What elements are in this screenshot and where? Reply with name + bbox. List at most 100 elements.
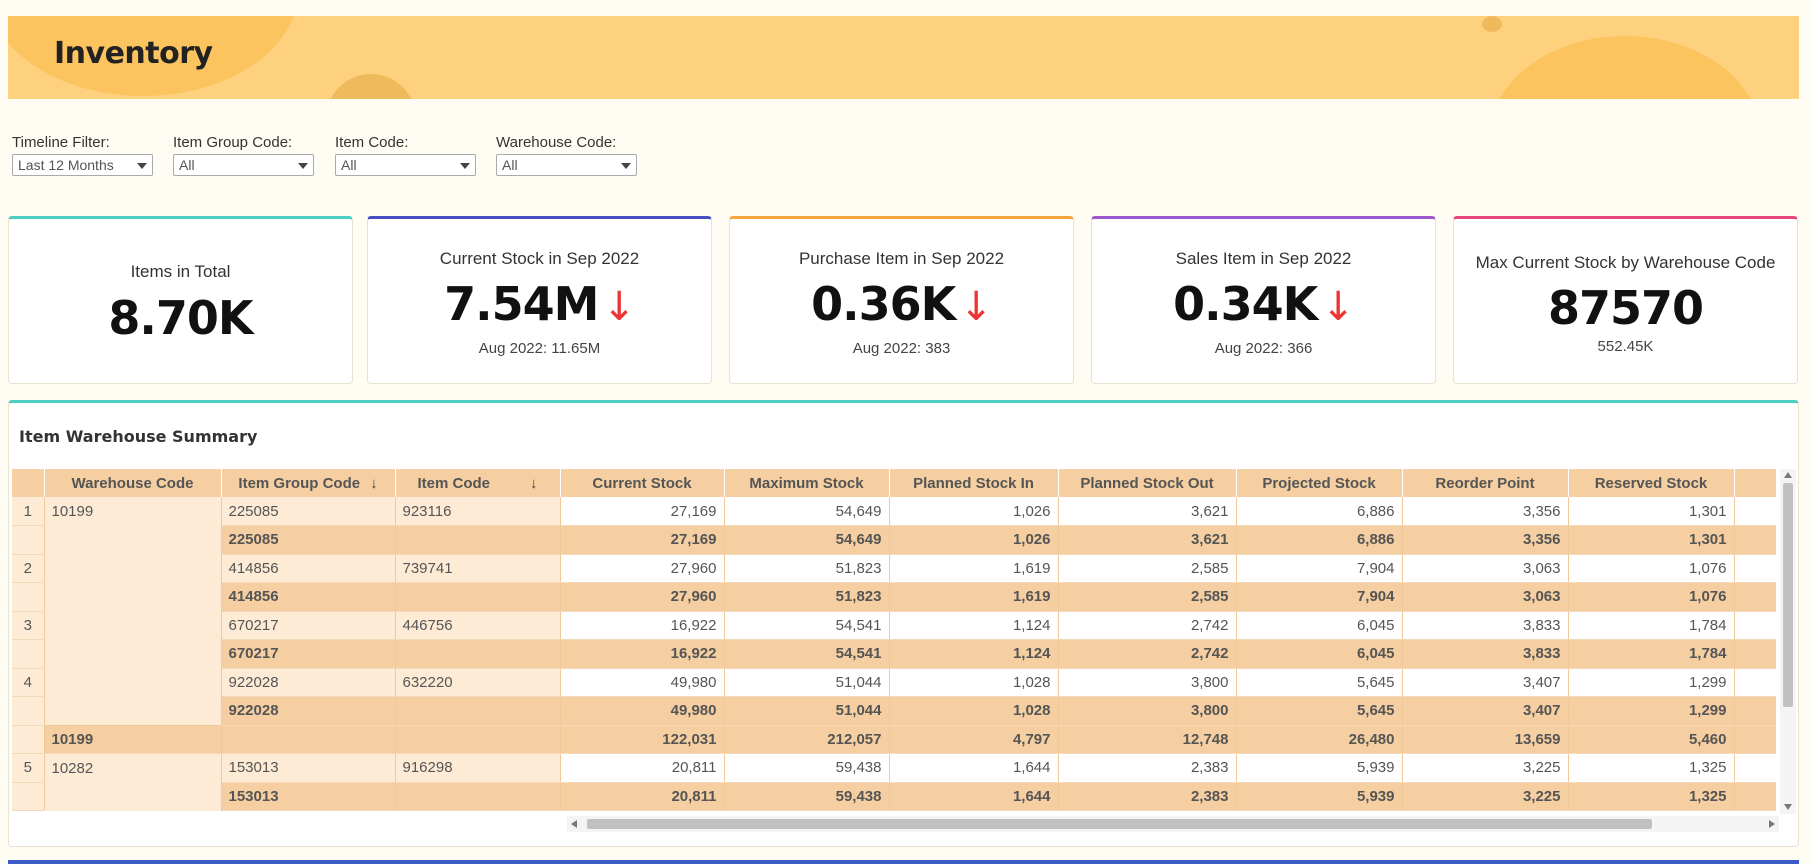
cell <box>1734 696 1776 726</box>
value-cell: 1,299 <box>1568 668 1735 697</box>
row-number: 3 <box>12 611 45 640</box>
value-cell: 16,922 <box>560 639 725 669</box>
column-header[interactable]: Reorder Point <box>1402 469 1569 497</box>
value-cell: 1,076 <box>1568 582 1735 612</box>
value-cell: 3,800 <box>1058 696 1237 726</box>
value-cell: 2,383 <box>1058 753 1237 783</box>
table-row: 670217 16,922 54,541 1,124 2,742 6,045 3,833 1,… <box>12 639 1776 669</box>
value-cell: 20,811 <box>560 753 725 783</box>
horizontal-scrollbar[interactable] <box>567 816 1779 832</box>
table-row: 225085 27,169 54,649 1,026 3,621 6,886 3,356 1,… <box>12 525 1776 555</box>
value-cell: 3,063 <box>1402 582 1569 612</box>
column-header[interactable]: Warehouse Code <box>44 469 222 497</box>
kpi-card: Purchase Item in Sep 2022 0.36K ↓ Aug 202… <box>729 216 1074 384</box>
item-group-code-cell: 670217 <box>221 611 396 640</box>
value-cell: 3,225 <box>1402 753 1569 783</box>
filter-group: Item Group Code: All <box>173 134 314 176</box>
row-number <box>12 725 45 754</box>
value-cell: 54,649 <box>724 497 890 526</box>
filter-dropdown[interactable]: All <box>335 154 476 176</box>
value-cell: 6,045 <box>1236 639 1403 669</box>
item-group-code-cell: 670217 <box>221 639 396 669</box>
filter-dropdown[interactable]: Last 12 Months <box>12 154 153 176</box>
column-header[interactable]: Item Code ↓ <box>395 469 561 497</box>
table-row: 5 10282 153013 916298 20,811 59,438 1,644 2,383… <box>12 753 1776 783</box>
value-cell: 5,939 <box>1236 753 1403 783</box>
value-cell: 51,044 <box>724 696 890 726</box>
warehouse-code-cell: 10282 <box>44 753 222 782</box>
kpi-value: 7.54M ↓ <box>444 277 636 331</box>
item-code-cell <box>395 782 561 811</box>
table-row: 4 922028 632220 49,980 51,044 1,028 3,800 5,645… <box>12 668 1776 697</box>
filter-dropdown[interactable]: All <box>173 154 314 176</box>
column-header[interactable]: Reserved Stock <box>1568 469 1735 497</box>
scroll-thumb[interactable] <box>587 819 1652 829</box>
column-header[interactable]: Maximum Stock <box>724 469 890 497</box>
value-cell: 1,325 <box>1568 753 1735 783</box>
kpi-card: Current Stock in Sep 2022 7.54M ↓ Aug 202… <box>367 216 712 384</box>
value-cell: 27,960 <box>560 554 725 583</box>
sort-arrow-icon[interactable]: ↓ <box>370 474 378 492</box>
sort-arrow-icon[interactable]: ↓ <box>530 474 538 492</box>
cell <box>1734 782 1776 811</box>
value-cell: 3,063 <box>1402 554 1569 583</box>
value-cell: 5,645 <box>1236 696 1403 726</box>
vertical-scrollbar[interactable] <box>1780 469 1796 814</box>
chevron-down-icon <box>298 163 308 169</box>
item-group-code-cell: 153013 <box>221 753 396 783</box>
scroll-thumb[interactable] <box>1783 483 1793 707</box>
value-cell: 27,169 <box>560 497 725 526</box>
column-header[interactable]: Projected Stock <box>1236 469 1403 497</box>
value-cell: 3,833 <box>1402 611 1569 640</box>
value-cell: 1,028 <box>889 696 1059 726</box>
header-banner: Inventory <box>8 16 1799 99</box>
column-header[interactable]: Current Stock <box>560 469 725 497</box>
item-group-code-cell: 922028 <box>221 668 396 697</box>
filter-dropdown[interactable]: All <box>496 154 637 176</box>
item-code-cell <box>395 696 561 726</box>
warehouse-total-cell: 10199 <box>44 725 222 754</box>
item-code-cell <box>395 582 561 612</box>
filter-label: Timeline Filter: <box>12 134 110 151</box>
warehouse-code-cell <box>44 582 222 611</box>
kpi-subtext: 552.45K <box>1597 338 1654 355</box>
value-cell: 1,301 <box>1568 497 1735 526</box>
warehouse-code-cell <box>44 696 222 726</box>
item-group-code-cell: 225085 <box>221 525 396 555</box>
value-cell: 1,026 <box>889 525 1059 555</box>
cell <box>395 725 561 754</box>
value-cell: 6,045 <box>1236 611 1403 640</box>
row-number: 1 <box>12 497 45 526</box>
item-code-cell: 739741 <box>395 554 561 583</box>
warehouse-code-cell <box>44 611 222 640</box>
cell <box>1734 725 1776 754</box>
value-cell: 12,748 <box>1058 725 1237 754</box>
item-group-code-cell: 225085 <box>221 497 396 526</box>
filter-group: Item Code: All <box>335 134 476 176</box>
value-cell: 1,619 <box>889 554 1059 583</box>
column-header[interactable]: Planned Stock In <box>889 469 1059 497</box>
value-cell: 2,585 <box>1058 554 1237 583</box>
value-cell: 3,800 <box>1058 668 1237 697</box>
filter-label: Warehouse Code: <box>496 134 617 151</box>
table-row: 414856 27,960 51,823 1,619 2,585 7,904 3,063 1,… <box>12 582 1776 612</box>
chevron-down-icon <box>621 163 631 169</box>
cell <box>221 725 396 754</box>
kpi-value: 8.70K <box>108 291 253 345</box>
decor-circle <box>1490 36 1760 99</box>
table-row: 922028 49,980 51,044 1,028 3,800 5,645 3,407 1,… <box>12 696 1776 726</box>
kpi-title: Purchase Item in Sep 2022 <box>798 249 1005 268</box>
column-header[interactable]: Planned Stock Out <box>1058 469 1237 497</box>
warehouse-code-cell: 10199 <box>44 497 222 526</box>
row-number <box>12 525 45 555</box>
row-number: 2 <box>12 554 45 583</box>
row-number <box>12 782 45 811</box>
dropdown-value: All <box>502 157 518 173</box>
value-cell: 59,438 <box>724 753 890 783</box>
column-header[interactable]: Item Group Code ↓ <box>221 469 396 497</box>
value-cell: 3,621 <box>1058 497 1237 526</box>
value-cell: 2,742 <box>1058 611 1237 640</box>
value-cell: 212,057 <box>724 725 890 754</box>
item-code-cell: 446756 <box>395 611 561 640</box>
value-cell: 51,044 <box>724 668 890 697</box>
